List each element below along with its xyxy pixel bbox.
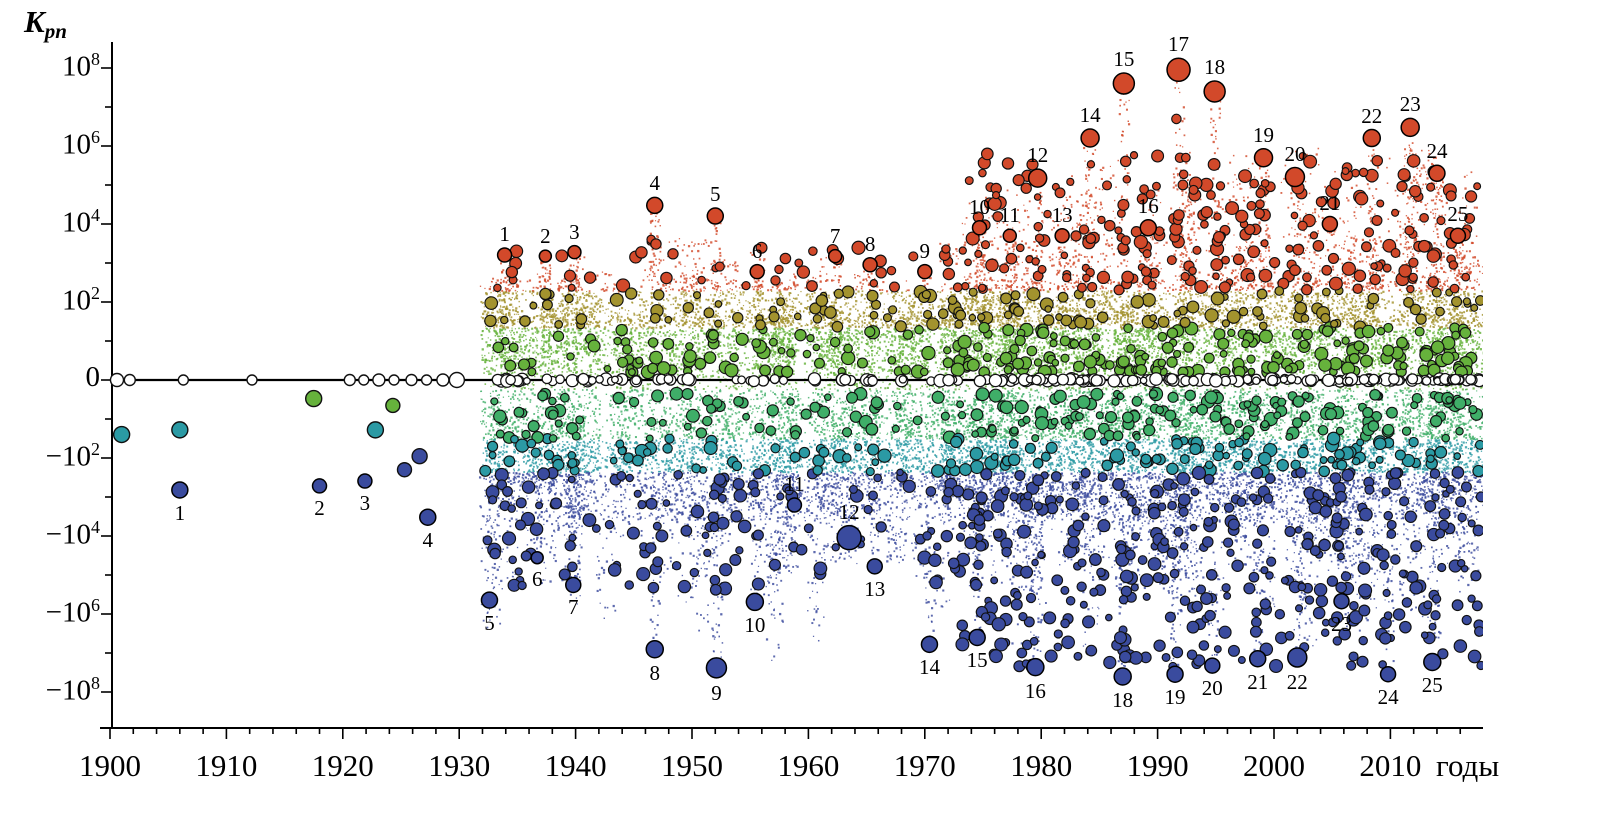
y-axis-title-subscript: pn bbox=[44, 19, 67, 43]
y-axis-title-symbol: K bbox=[24, 4, 45, 39]
y-axis-title: Kpn bbox=[24, 4, 67, 44]
x-axis-title: годы bbox=[1436, 748, 1500, 783]
